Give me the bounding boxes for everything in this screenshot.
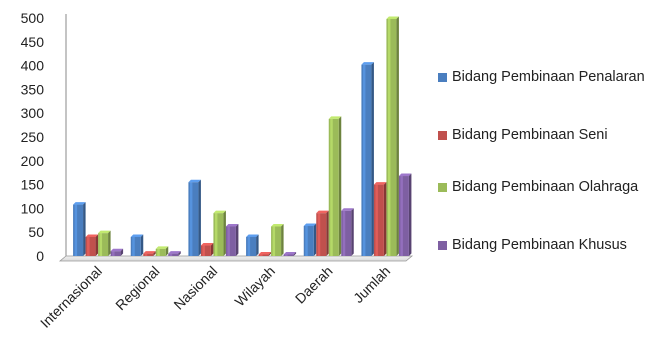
- legend-item: Bidang Pembinaan Olahraga: [438, 176, 668, 198]
- bar: [361, 62, 374, 257]
- bar: [283, 252, 297, 256]
- y-tick-label: 50: [28, 224, 44, 240]
- y-tick-label: 500: [21, 10, 45, 26]
- bar: [213, 210, 226, 256]
- legend-swatch: [438, 241, 447, 250]
- x-category-label: Internasional: [37, 263, 105, 331]
- bar: [373, 182, 387, 256]
- bar: [155, 246, 169, 256]
- bar: [73, 202, 86, 256]
- legend-item: Bidang Pembinaan Penalaran: [438, 66, 668, 88]
- bar: [168, 251, 181, 256]
- bar: [130, 234, 144, 256]
- legend-swatch: [438, 183, 447, 192]
- bar: [246, 234, 259, 256]
- legend-label: Bidang Pembinaan Olahraga: [452, 179, 639, 195]
- x-category-label: Nasional: [170, 263, 220, 313]
- chart-floor: [58, 255, 414, 262]
- y-tick-label: 100: [21, 200, 45, 216]
- x-category-label: Regional: [112, 263, 162, 313]
- x-category-label: Jumlah: [350, 263, 393, 306]
- bar: [143, 251, 156, 256]
- bar: [316, 210, 329, 256]
- legend-item: Bidang Pembinaan Khusus: [438, 234, 668, 256]
- bar: [188, 179, 201, 256]
- bar: [98, 230, 111, 256]
- bar: [341, 208, 354, 256]
- bar: [258, 252, 272, 256]
- bar: [85, 234, 99, 256]
- x-category-label: Wilayah: [231, 263, 278, 310]
- x-category-label: Daerah: [292, 263, 336, 307]
- y-tick-label: 300: [21, 105, 45, 121]
- bar: [200, 243, 214, 256]
- y-tick-label: 200: [21, 153, 45, 169]
- bar: [303, 223, 317, 256]
- legend-swatch: [438, 131, 447, 140]
- legend-label: Bidang Pembinaan Khusus: [452, 237, 627, 253]
- y-tick-label: 250: [21, 129, 45, 145]
- bar: [398, 173, 412, 256]
- bar: [110, 248, 124, 256]
- y-tick-label: 350: [21, 81, 45, 97]
- legend-swatch: [438, 73, 447, 82]
- y-tick-label: 0: [36, 248, 44, 264]
- legend-label: Bidang Pembinaan Seni: [452, 127, 608, 143]
- y-tick-label: 150: [21, 177, 45, 193]
- bar: [386, 16, 399, 257]
- bar: [328, 116, 342, 256]
- y-tick-label: 450: [21, 34, 45, 50]
- bar: [225, 223, 239, 256]
- y-tick-label: 400: [21, 58, 45, 74]
- legend-item: Bidang Pembinaan Seni: [438, 124, 668, 146]
- bar: [271, 223, 284, 256]
- legend-label: Bidang Pembinaan Penalaran: [452, 69, 645, 85]
